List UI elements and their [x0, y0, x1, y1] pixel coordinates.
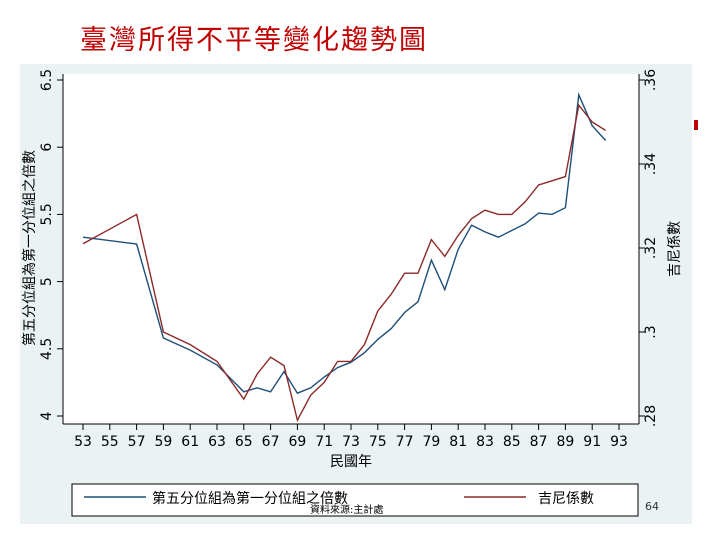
x-tick-label: 81 — [449, 434, 467, 450]
legend-label-ratio: 第五分位組為第一分位組之倍數 — [152, 490, 348, 507]
x-tick-label: 63 — [208, 434, 226, 450]
x-tick-label: 69 — [288, 434, 306, 450]
legend-label-gini: 吉尼係數 — [538, 491, 594, 507]
x-tick-label: 79 — [422, 434, 440, 450]
x-tick-label: 73 — [342, 434, 360, 450]
chart: 53 55 57 59 61 63 65 67 69 71 73 75 77 79 81 83 85 87 89 91… — [21, 69, 683, 517]
x-tick-label: 61 — [181, 434, 199, 450]
series-line-gini — [82, 103, 606, 423]
y-left-tick-label: 6 — [39, 143, 55, 152]
x-tick-label: 55 — [101, 434, 119, 450]
x-tick-label: 87 — [530, 434, 548, 450]
y-right-tick-label: .32 — [643, 237, 659, 259]
y-right-tick-label: .34 — [643, 153, 659, 175]
y-right-tick-label: .3 — [643, 325, 659, 338]
y-left-tick-label: 4.5 — [39, 338, 55, 360]
x-tick-label: 67 — [262, 434, 280, 450]
x-tick-label: 93 — [610, 434, 628, 450]
x-tick-label: 59 — [154, 434, 172, 450]
x-tick-label: 85 — [503, 434, 521, 450]
x-tick-label: 83 — [476, 434, 494, 450]
x-tick-label: 75 — [369, 434, 387, 450]
x-tick-label: 71 — [315, 434, 333, 450]
y-left-tick-label: 5.5 — [39, 203, 55, 225]
x-axis-label: 民國年 — [330, 454, 372, 470]
x-tick-label: 77 — [396, 434, 414, 450]
plot-area — [63, 74, 639, 424]
page-title: 臺灣所得不平等變化趨勢圖 — [80, 25, 428, 56]
y-axis-left-label: 第五分位組為第一分位組之倍數 — [21, 150, 38, 346]
legend-source-note: 資料來源:主計處 — [310, 503, 383, 516]
x-tick-label: 53 — [74, 434, 92, 450]
x-tick-label: 57 — [128, 434, 146, 450]
x-tick-label: 91 — [583, 434, 601, 450]
y-right-tick-label: .28 — [643, 405, 659, 427]
slide-decoration — [694, 120, 698, 130]
x-tick-label: 89 — [556, 434, 574, 450]
y-axis-right-label: 吉尼係數 — [667, 221, 683, 277]
x-tick-label: 65 — [235, 434, 253, 450]
page-number: 64 — [645, 500, 659, 513]
y-left-tick-label: 6.5 — [39, 69, 55, 91]
y-right-tick-label: .36 — [643, 69, 659, 91]
legend-box — [71, 483, 639, 517]
y-left-tick-label: 5 — [39, 277, 55, 286]
y-left-tick-label: 4 — [39, 411, 55, 420]
chart-panel: 53 55 57 59 61 63 65 67 69 71 73 75 77 79 81 83 85 87 89 91… — [20, 64, 692, 524]
